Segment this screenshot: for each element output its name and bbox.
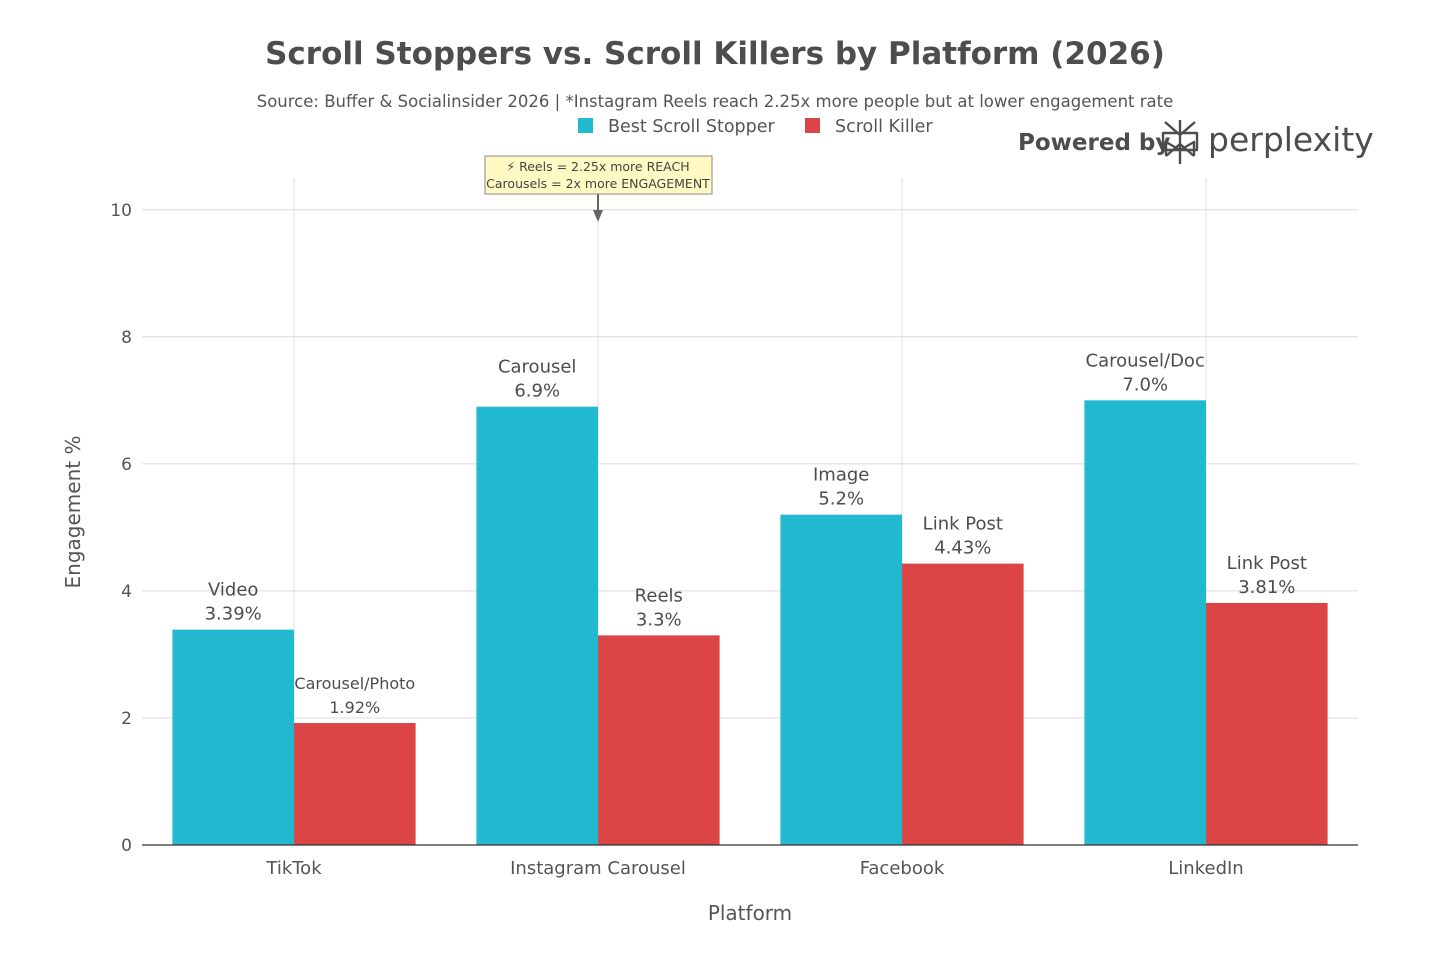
bar-scroll-killer-linkedin <box>1206 602 1328 845</box>
data-labels: Video 3.39% Carousel 6.9% Image 5.2% Carousel/… <box>205 350 1307 717</box>
branding-name: perplexity <box>1208 120 1374 159</box>
bar-value-label: 5.2% <box>818 489 864 510</box>
x-tick-tiktok: TikTok <box>265 858 322 879</box>
bar-category-label: Carousel/Doc <box>1086 350 1205 371</box>
x-tick-facebook: Facebook <box>860 858 945 879</box>
legend-label-best-scroll-stopper: Best Scroll Stopper <box>608 117 776 137</box>
x-axis-label: Platform <box>708 901 792 925</box>
bar-scroll-killer-tiktok <box>294 723 416 845</box>
bar-best-scroll-stopper-linkedin <box>1084 400 1206 845</box>
legend-swatch-scroll-killer <box>805 118 820 133</box>
bar-value-label: 6.9% <box>514 381 560 402</box>
x-tick-linkedin: LinkedIn <box>1168 858 1243 879</box>
bar-category-label: Link Post <box>923 514 1003 535</box>
y-tick-label: 2 <box>121 709 132 729</box>
perplexity-logo-icon <box>1161 120 1199 164</box>
branding: Powered by perplexity <box>1018 120 1374 164</box>
legend-swatch-best-scroll-stopper <box>578 118 593 133</box>
annotation-arrow-head <box>593 210 603 222</box>
bar-category-label: Reels <box>635 585 683 606</box>
bar-category-label: Carousel/Photo <box>294 674 415 693</box>
chart-subtitle: Source: Buffer & Socialinsider 2026 | *I… <box>257 92 1174 111</box>
x-tick-instagram-carousel: Instagram Carousel <box>510 858 686 879</box>
legend: Best Scroll Stopper Scroll Killer <box>578 117 933 137</box>
legend-label-scroll-killer: Scroll Killer <box>835 117 933 137</box>
bar-scroll-killer-instagram-carousel <box>598 635 720 845</box>
bar-value-label: 4.43% <box>934 538 991 559</box>
chart-title: Scroll Stoppers vs. Scroll Killers by Pl… <box>265 36 1165 72</box>
bar-value-label: 1.92% <box>329 698 380 717</box>
bar-best-scroll-stopper-facebook <box>780 514 902 845</box>
bars <box>172 400 1328 845</box>
bar-category-label: Link Post <box>1227 553 1307 574</box>
y-axis-label: Engagement % <box>61 436 85 589</box>
y-tick-label: 6 <box>121 455 132 475</box>
x-axis-ticks: TikTok Instagram Carousel Facebook LinkedIn <box>265 858 1243 879</box>
bar-category-label: Carousel <box>498 357 576 378</box>
annotation: ⚡ Reels = 2.25x more REACH Carousels = 2… <box>484 155 713 222</box>
annotation-line-1: ⚡ Reels = 2.25x more REACH <box>506 159 689 174</box>
bar-value-label: 7.0% <box>1122 374 1168 395</box>
annotation-line-2: Carousels = 2x more ENGAGEMENT <box>486 176 710 191</box>
bar-category-label: Image <box>813 465 869 486</box>
branding-prefix: Powered by <box>1018 130 1170 156</box>
bar-scroll-killer-facebook <box>902 563 1024 845</box>
bar-category-label: Video <box>208 580 258 601</box>
bar-best-scroll-stopper-tiktok <box>172 629 294 845</box>
annotation-box <box>484 155 713 195</box>
y-tick-label: 0 <box>121 836 132 856</box>
bar-value-label: 3.81% <box>1238 577 1295 598</box>
y-tick-label: 10 <box>110 201 132 221</box>
bar-value-label: 3.39% <box>205 604 262 625</box>
y-tick-label: 4 <box>121 582 132 602</box>
y-tick-label: 8 <box>121 328 132 348</box>
bar-best-scroll-stopper-instagram-carousel <box>476 406 598 845</box>
bar-value-label: 3.3% <box>636 609 682 630</box>
y-axis-ticks: 0 2 4 6 8 10 <box>110 201 132 856</box>
